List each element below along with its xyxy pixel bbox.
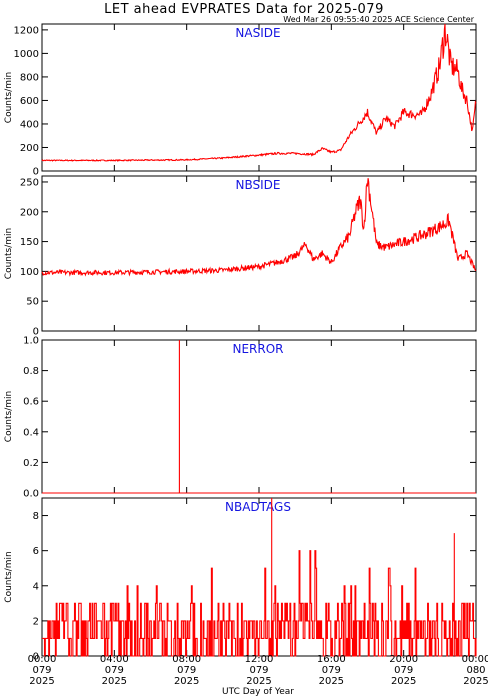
y-tick-label: 0.4 <box>23 427 39 438</box>
plot-frame <box>41 339 477 494</box>
y-tick-label: 100 <box>20 267 39 278</box>
y-tick-label: 1200 <box>14 25 39 36</box>
y-axis-label: Counts/min <box>4 228 14 279</box>
x-tick-label-year: 2025 <box>463 676 488 687</box>
panel-title: NBADTAGS <box>225 500 291 514</box>
x-tick-label-year: 2025 <box>102 676 127 687</box>
x-tick-label-time: 04:00 <box>100 654 129 665</box>
y-axis-label: Counts/min <box>4 391 14 442</box>
y-axis-label: Counts/min <box>4 72 14 123</box>
x-tick-label-year: 2025 <box>391 676 416 687</box>
x-tick-label-doy: 079 <box>177 665 196 676</box>
x-tick-label-time: 00:00 <box>462 654 488 665</box>
x-tick-label-doy: 079 <box>32 665 51 676</box>
x-tick-label-time: 08:00 <box>172 654 201 665</box>
y-tick-label: 2 <box>33 616 39 627</box>
plot-frame <box>41 23 477 172</box>
y-tick-label: 8 <box>33 511 39 522</box>
y-tick-label: 1000 <box>14 49 39 60</box>
panel-title: NERROR <box>232 342 283 356</box>
y-tick-label: 0 <box>33 327 39 338</box>
plot-frame <box>41 175 477 332</box>
panel-nbadtags: 0 2 4 6 8 Counts/min NBADTAGS <box>4 497 477 663</box>
panel-nbside: 0 50 100 150 200 250 Counts/min NBSIDE <box>4 175 477 338</box>
y-tick-label: 0.6 <box>23 397 39 408</box>
y-tick-label: 0.8 <box>23 366 39 377</box>
y-tick-label: 6 <box>33 546 39 557</box>
figure-title: LET ahead EVPRATES Data for 2025-079 <box>104 2 384 17</box>
panel-nerror: 0.0 0.2 0.4 0.6 0.8 1.0 Counts/min NERROR <box>4 336 477 500</box>
y-tick-label: 250 <box>20 177 39 188</box>
y-tick-label: 400 <box>20 119 39 130</box>
y-axis-label: Counts/min <box>4 551 14 602</box>
y-tick-label: 0.0 <box>23 489 39 500</box>
y-tick-label: 150 <box>20 237 39 248</box>
panels: 020040060080010001200Counts/minNASIDE050… <box>4 23 477 663</box>
x-tick-label-time: 16:00 <box>317 654 346 665</box>
y-tick-label: 0.2 <box>23 458 39 469</box>
x-tick-label-doy: 079 <box>249 665 268 676</box>
panel-naside: 0 200 400 600 800 1000 1200 Counts/min NASIDE <box>4 23 477 178</box>
x-tick-label-time: 20:00 <box>389 654 418 665</box>
x-tick-label-year: 2025 <box>246 676 271 687</box>
y-tick-label: 200 <box>20 143 39 154</box>
y-tick-label: 200 <box>20 207 39 218</box>
y-tick-label: 0 <box>33 652 39 663</box>
x-axis: 00:00079202504:00079202508:00079202512:0… <box>28 654 488 687</box>
x-tick-label-doy: 079 <box>322 665 341 676</box>
y-tick-label: 1.0 <box>23 336 39 347</box>
y-tick-label: 50 <box>26 297 39 308</box>
x-tick-label-doy: 079 <box>394 665 413 676</box>
x-tick-label-time: 12:00 <box>245 654 274 665</box>
series-line <box>42 498 477 657</box>
timestamp: Wed Mar 26 09:55:40 2025 ACE Science Cen… <box>283 15 474 24</box>
x-tick-label-year: 2025 <box>319 676 344 687</box>
y-tick-label: 0 <box>33 167 39 178</box>
series-line <box>41 23 477 162</box>
y-tick-label: 4 <box>33 581 39 592</box>
series-line <box>42 340 476 494</box>
panel-title: NASIDE <box>235 26 280 40</box>
x-tick-label-doy: 080 <box>466 665 485 676</box>
x-tick-label-year: 2025 <box>29 676 54 687</box>
x-axis-label: UTC Day of Year <box>222 687 294 697</box>
x-tick-label-year: 2025 <box>174 676 199 687</box>
x-tick-label-time: 00:00 <box>28 654 57 665</box>
x-tick-label-doy: 079 <box>105 665 124 676</box>
y-tick-label: 600 <box>20 96 39 107</box>
y-tick-label: 800 <box>20 72 39 83</box>
panel-title: NBSIDE <box>236 178 281 192</box>
series-line <box>41 178 477 277</box>
